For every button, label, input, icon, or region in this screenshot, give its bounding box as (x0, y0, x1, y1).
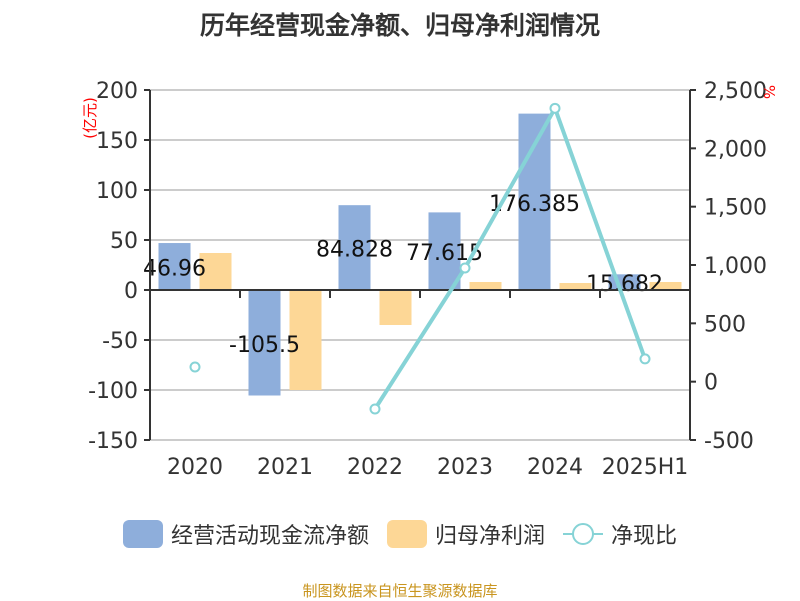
ratio-point (369, 403, 381, 415)
y-tick-label: -150 (88, 429, 138, 454)
y2-tick-label: 500 (704, 312, 746, 337)
legend-item-profit[interactable]: 归母净利润 (386, 518, 545, 550)
y2-tick-label: 2,000 (704, 137, 767, 162)
y-tick-label: 200 (96, 79, 138, 104)
bar (248, 290, 281, 396)
y-tick-label: 50 (110, 229, 138, 254)
data-label: 46.96 (143, 257, 206, 282)
x-tick-label: 2025H1 (602, 455, 689, 480)
ratio-point (459, 262, 471, 274)
x-tick-label: 2024 (527, 455, 583, 480)
legend-item-ratio[interactable]: 净现比 (563, 518, 677, 550)
bar (428, 212, 461, 290)
legend: 经营活动现金流净额 归母净利润 净现比 (0, 518, 800, 550)
y2-tick-label: 1,500 (704, 196, 767, 221)
x-tick-label: 2021 (257, 455, 313, 480)
bar (158, 243, 191, 290)
bar (379, 290, 412, 325)
y-axis-title: (亿元) (81, 97, 99, 139)
data-label: 84.828 (316, 238, 393, 263)
data-label: 15.682 (586, 272, 663, 297)
y2-tick-label: 1,000 (704, 254, 767, 279)
legend-label: 归母净利润 (434, 524, 545, 549)
y-tick-label: 150 (96, 129, 138, 154)
ratio-point (189, 361, 201, 373)
legend-label: 净现比 (611, 524, 678, 549)
bar (289, 290, 322, 390)
bar (469, 282, 502, 290)
bar (338, 205, 371, 290)
bar (649, 282, 682, 290)
y2-axis-title: % (760, 85, 778, 99)
chart-title: 历年经营现金净额、归母净利润情况 (199, 11, 600, 40)
ratio-line (373, 103, 647, 411)
legend-item-cashflow[interactable]: 经营活动现金流净额 (122, 518, 369, 550)
ratio-point (549, 102, 561, 114)
x-tick-label: 2023 (437, 455, 493, 480)
y2-tick-label: -500 (704, 429, 754, 454)
legend-swatch (386, 520, 427, 548)
legend-label: 经营活动现金流净额 (170, 524, 369, 549)
bar (559, 283, 592, 290)
y2-tick-label: 0 (704, 371, 718, 396)
y-tick-label: -100 (88, 379, 138, 404)
y-tick-label: 100 (96, 179, 138, 204)
y-tick-label: 0 (124, 279, 138, 304)
source-note: 制图数据来自恒生聚源数据库 (302, 582, 498, 600)
legend-line-icon (563, 523, 603, 545)
data-label: -105.5 (229, 333, 300, 358)
ratio-point (639, 353, 651, 365)
bar (199, 253, 232, 290)
legend-swatch (122, 520, 163, 548)
y-tick-label: -50 (102, 329, 138, 354)
x-tick-label: 2020 (167, 455, 223, 480)
y2-tick-label: 2,500 (704, 79, 767, 104)
x-tick-label: 2022 (347, 455, 403, 480)
